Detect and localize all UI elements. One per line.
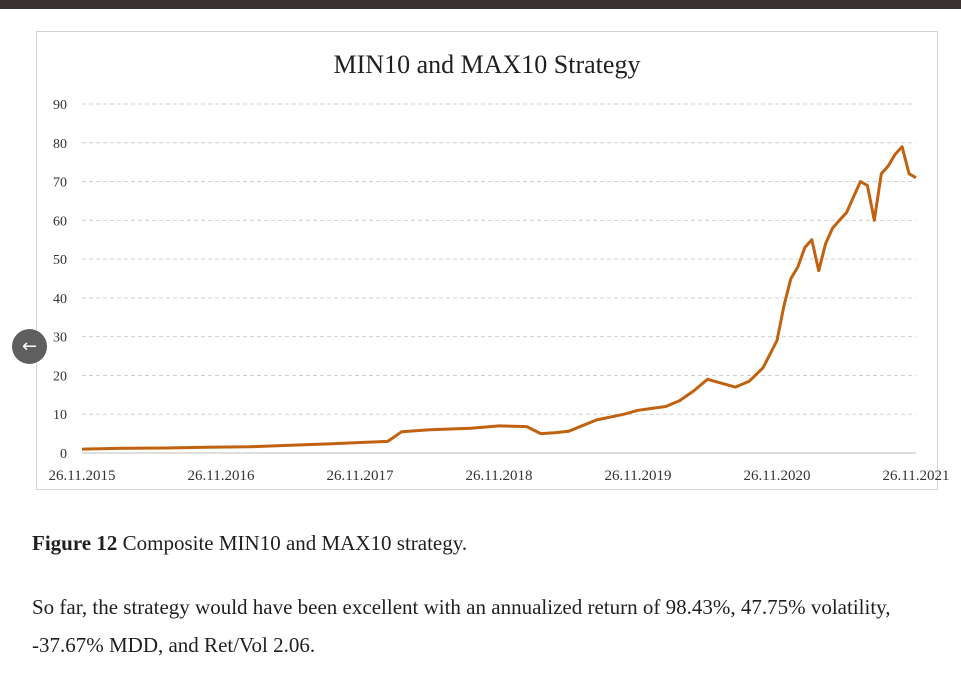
arrow-left-icon: ← (21, 336, 38, 357)
x-tick-label: 26.11.2017 (327, 468, 394, 484)
y-tick-label: 50 (53, 253, 67, 268)
y-tick-label: 40 (53, 292, 67, 307)
body-paragraph: So far, the strategy would have been exc… (32, 595, 891, 657)
x-tick-label: 26.11.2020 (744, 468, 811, 484)
figure-caption: Figure 12 Composite MIN10 and MAX10 stra… (32, 531, 467, 556)
y-tick-label: 10 (53, 408, 67, 423)
y-tick-label: 90 (53, 98, 67, 113)
chart-title: MIN10 and MAX10 Strategy (333, 50, 641, 79)
x-tick-label: 26.11.2018 (466, 468, 533, 484)
y-tick-label: 20 (53, 369, 67, 384)
y-tick-label: 0 (60, 447, 67, 462)
figure-label: Figure 12 (32, 531, 118, 555)
y-tick-label: 60 (53, 214, 67, 229)
x-tick-label: 26.11.2021 (883, 468, 950, 484)
x-tick-label: 26.11.2015 (49, 468, 116, 484)
figure-caption-text: Composite MIN10 and MAX10 strategy. (117, 531, 468, 555)
back-arrow-button[interactable]: ← (12, 329, 47, 364)
top-bar (0, 0, 961, 9)
chart-frame (36, 31, 938, 490)
series-line (81, 145, 917, 451)
y-tick-label: 80 (53, 137, 67, 152)
x-tick-label: 26.11.2019 (605, 468, 672, 484)
chart: 0 10 20 30 40 50 60 70 80 90 26.11.2015 26.11.2016 2… (49, 98, 950, 484)
x-tick-label: 26.11.2016 (188, 468, 255, 484)
y-tick-label: 70 (53, 176, 67, 191)
y-tick-label: 30 (53, 331, 67, 346)
